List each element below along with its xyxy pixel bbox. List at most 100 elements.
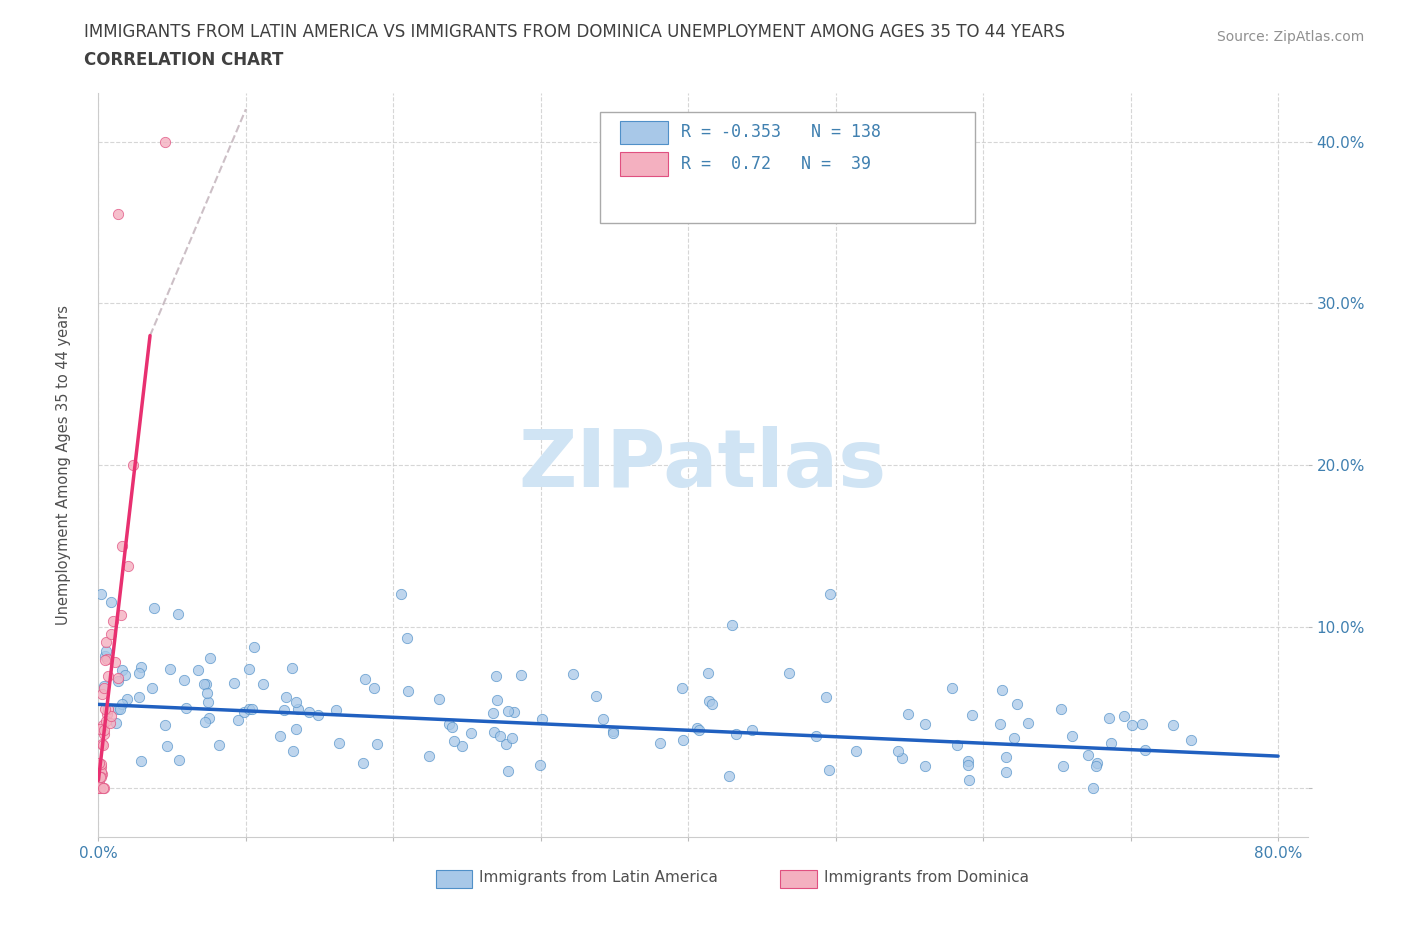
Text: Source: ZipAtlas.com: Source: ZipAtlas.com xyxy=(1216,30,1364,44)
Point xyxy=(226,712,249,727)
Point xyxy=(89,721,111,736)
Point xyxy=(418,749,440,764)
Point xyxy=(778,666,800,681)
Point xyxy=(273,703,295,718)
Point xyxy=(107,206,129,221)
Point xyxy=(96,669,118,684)
Point xyxy=(94,649,117,664)
Point xyxy=(98,716,121,731)
Point xyxy=(283,743,305,758)
Point xyxy=(325,702,347,717)
FancyBboxPatch shape xyxy=(780,870,817,887)
Point xyxy=(914,716,936,731)
Point xyxy=(366,737,388,751)
Point xyxy=(111,538,134,553)
Point xyxy=(287,702,309,717)
FancyBboxPatch shape xyxy=(620,121,668,144)
Point xyxy=(602,724,624,738)
FancyBboxPatch shape xyxy=(620,152,668,176)
Text: Unemployment Among Ages 35 to 44 years: Unemployment Among Ages 35 to 44 years xyxy=(56,305,70,625)
Point xyxy=(298,705,321,720)
Point xyxy=(1002,730,1025,745)
Point xyxy=(153,718,176,733)
Point xyxy=(274,689,297,704)
Point xyxy=(110,701,132,716)
Point xyxy=(197,694,219,709)
Point xyxy=(1085,756,1108,771)
Point xyxy=(890,751,912,765)
Point xyxy=(141,681,163,696)
Point xyxy=(696,665,718,680)
Point xyxy=(232,704,254,719)
Point xyxy=(117,559,139,574)
Point xyxy=(725,726,748,741)
Point xyxy=(89,755,111,770)
Point xyxy=(529,757,551,772)
Point xyxy=(93,726,115,741)
Text: Immigrants from Dominica: Immigrants from Dominica xyxy=(824,870,1029,885)
Point xyxy=(89,776,111,790)
Point xyxy=(104,654,127,669)
Point xyxy=(242,639,264,654)
Point xyxy=(686,721,709,736)
FancyBboxPatch shape xyxy=(436,870,472,887)
Point xyxy=(990,682,1012,697)
Point xyxy=(437,716,460,731)
Point xyxy=(697,693,720,708)
Point xyxy=(159,661,181,676)
Point xyxy=(110,608,132,623)
Point xyxy=(269,728,291,743)
Point xyxy=(238,702,260,717)
Point xyxy=(105,715,128,730)
Point xyxy=(353,671,375,686)
Point xyxy=(208,737,231,752)
Point xyxy=(592,711,614,726)
Point xyxy=(688,723,710,737)
Point xyxy=(284,695,307,710)
Point xyxy=(700,697,723,711)
Point xyxy=(427,691,450,706)
Point xyxy=(90,760,112,775)
Point xyxy=(129,754,152,769)
Point xyxy=(187,663,209,678)
Point xyxy=(887,744,910,759)
Point xyxy=(91,687,114,702)
Text: ZIPatlas: ZIPatlas xyxy=(519,426,887,504)
Point xyxy=(672,732,695,747)
Point xyxy=(352,755,374,770)
Point xyxy=(93,679,115,694)
Point xyxy=(1099,736,1122,751)
Point xyxy=(818,587,841,602)
Point xyxy=(495,736,517,751)
Point xyxy=(91,781,114,796)
Point xyxy=(100,595,122,610)
Point xyxy=(156,738,179,753)
Text: Immigrants from Latin America: Immigrants from Latin America xyxy=(479,870,718,885)
Point xyxy=(93,681,115,696)
Point xyxy=(845,743,868,758)
Point xyxy=(107,671,129,685)
Point xyxy=(562,666,585,681)
Text: R =  0.72   N =  39: R = 0.72 N = 39 xyxy=(682,154,872,173)
Point xyxy=(94,634,117,649)
Point xyxy=(451,739,474,754)
Point xyxy=(111,663,134,678)
Point xyxy=(485,669,508,684)
Point xyxy=(115,691,138,706)
Point xyxy=(485,693,508,708)
Point xyxy=(91,718,114,733)
Point xyxy=(89,770,111,785)
Point xyxy=(94,652,117,667)
Point xyxy=(1180,732,1202,747)
Point xyxy=(238,661,260,676)
Point xyxy=(509,668,531,683)
Point xyxy=(460,725,482,740)
FancyBboxPatch shape xyxy=(600,112,976,223)
Point xyxy=(897,707,920,722)
Point xyxy=(363,680,385,695)
Point xyxy=(441,720,464,735)
Point xyxy=(307,707,329,722)
Point xyxy=(995,750,1018,764)
Point xyxy=(1077,748,1099,763)
Point xyxy=(107,673,129,688)
